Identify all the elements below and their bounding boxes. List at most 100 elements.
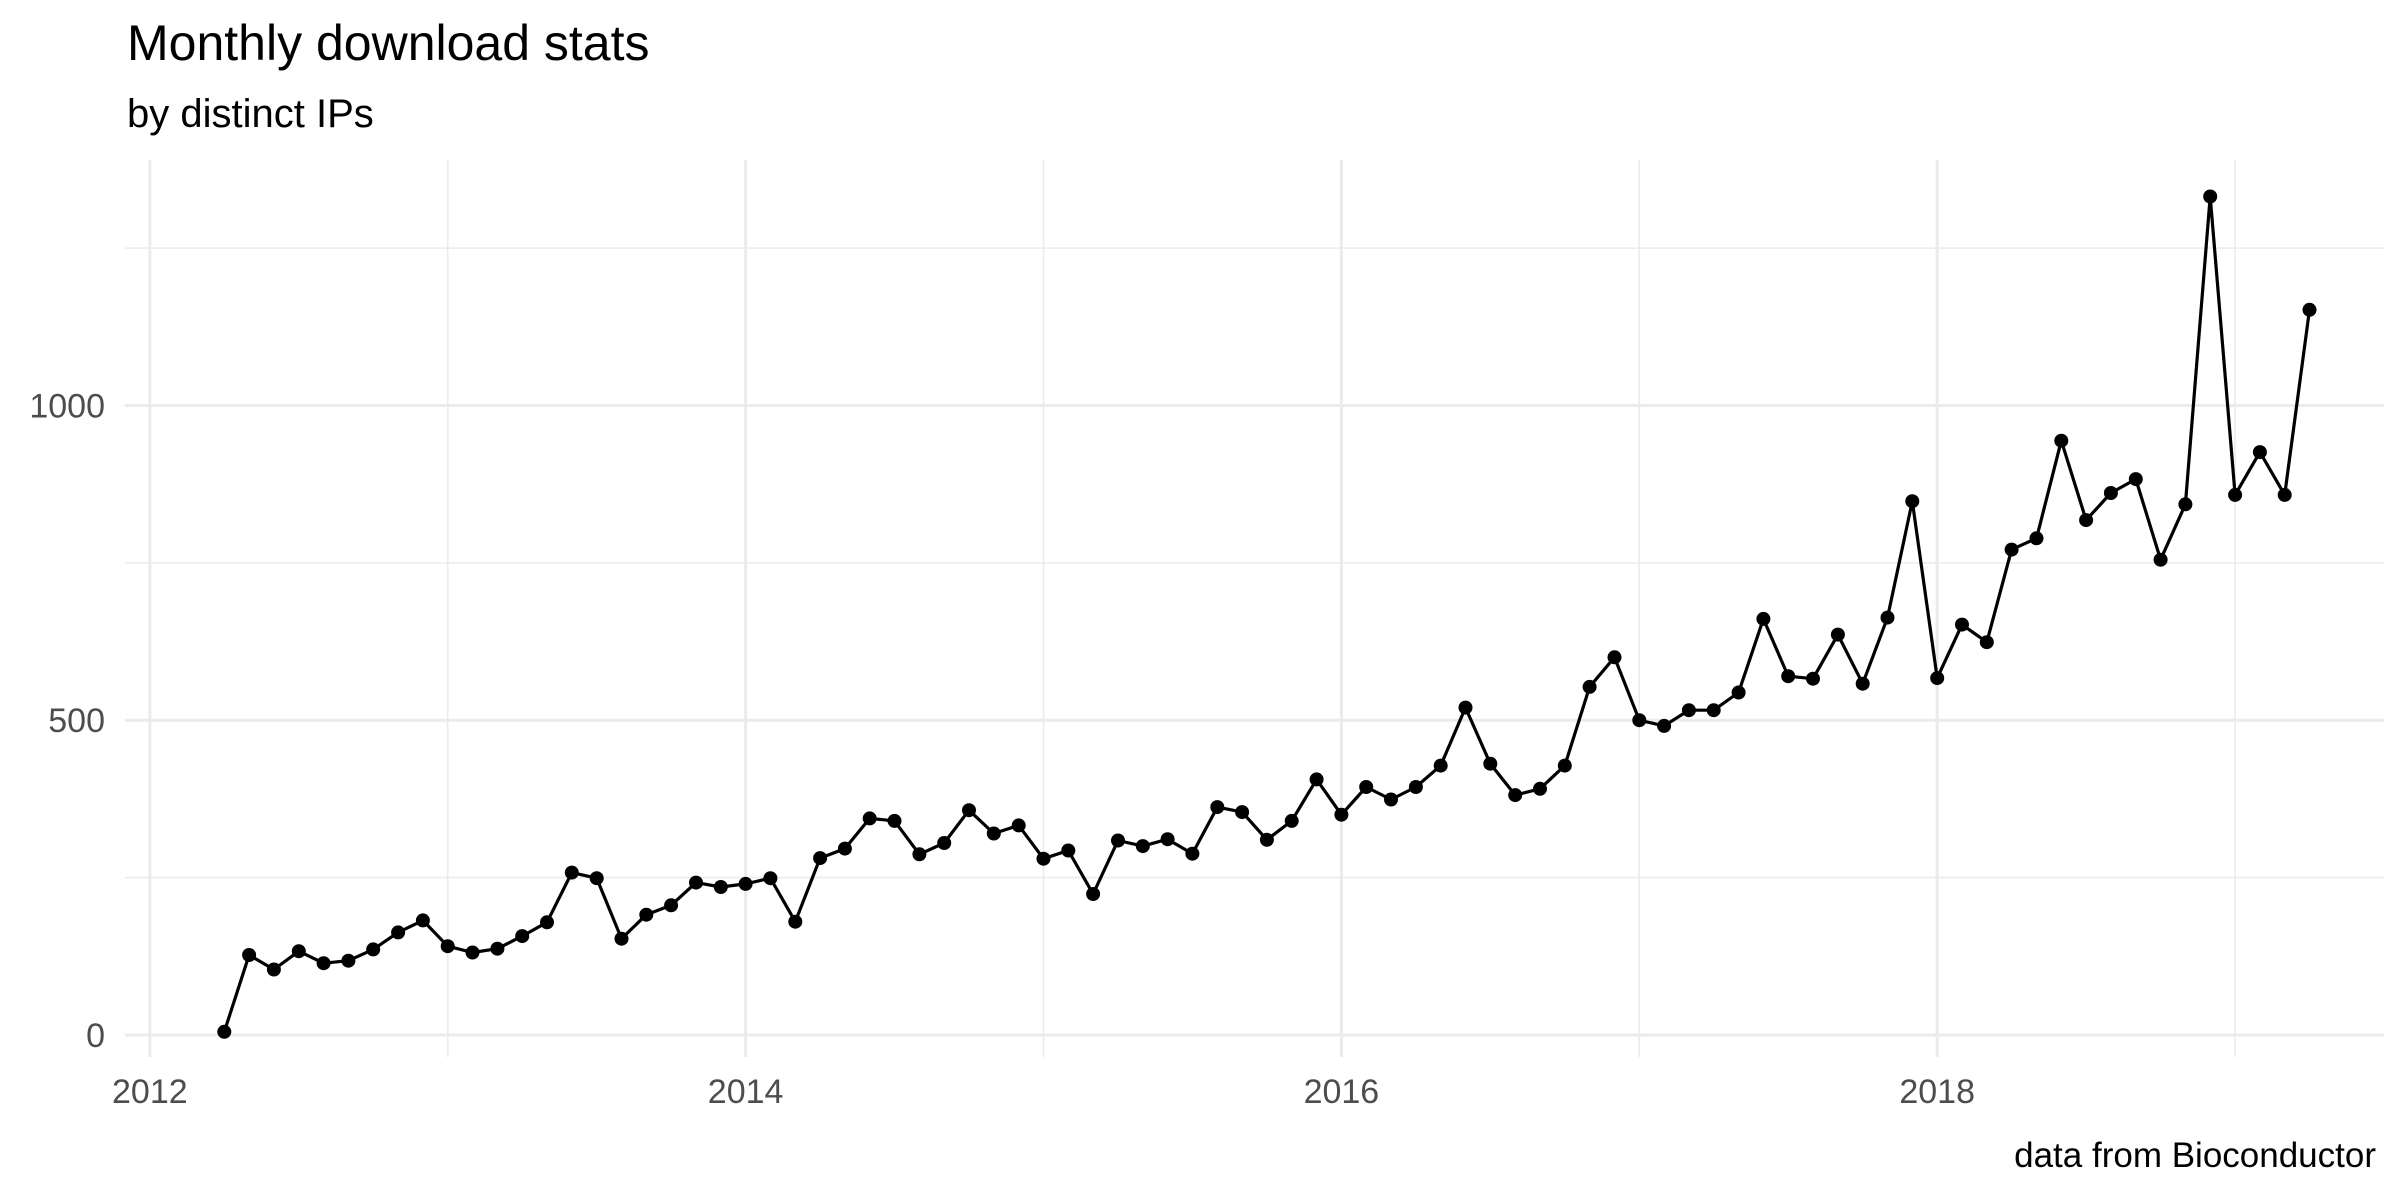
data-point xyxy=(1384,792,1398,807)
y-tick-label: 500 xyxy=(48,702,105,740)
data-point xyxy=(1607,650,1622,665)
data-point xyxy=(1880,610,1895,625)
data-point xyxy=(366,942,381,957)
data-point xyxy=(2103,486,2118,500)
data-point xyxy=(639,907,654,922)
data-point xyxy=(1930,671,1945,686)
data-point xyxy=(465,945,480,960)
chart-title: Monthly download stats xyxy=(127,15,650,71)
data-point xyxy=(540,915,554,930)
data-point xyxy=(862,811,877,826)
data-point xyxy=(2252,445,2267,460)
data-point xyxy=(1334,807,1349,822)
data-point xyxy=(738,876,753,891)
data-point xyxy=(912,847,927,862)
data-point xyxy=(1210,800,1225,815)
data-point xyxy=(1781,669,1796,684)
data-point xyxy=(1433,758,1448,773)
data-point xyxy=(415,913,430,928)
data-point xyxy=(391,925,406,940)
data-point xyxy=(515,929,530,944)
data-point xyxy=(1235,805,1250,820)
data-point xyxy=(1086,887,1101,901)
data-point xyxy=(316,956,331,971)
data-point xyxy=(837,841,852,856)
data-point xyxy=(242,948,257,962)
data-point xyxy=(1955,617,1969,632)
data-point xyxy=(1011,818,1026,833)
data-point xyxy=(813,851,828,866)
data-point xyxy=(788,914,803,929)
data-point xyxy=(1508,788,1523,803)
data-point xyxy=(291,944,306,959)
data-point xyxy=(1681,703,1696,718)
data-point xyxy=(1632,713,1647,728)
data-point xyxy=(1855,676,1870,691)
x-tick-label: 2014 xyxy=(708,1073,784,1111)
data-point xyxy=(1756,611,1771,626)
data-point xyxy=(1061,843,1076,858)
data-point xyxy=(713,880,728,894)
data-point xyxy=(564,865,579,880)
data-point xyxy=(2128,472,2143,487)
chart-caption: data from Bioconductor xyxy=(2014,1136,2376,1175)
data-point xyxy=(689,875,703,890)
data-point xyxy=(1111,833,1125,848)
data-point xyxy=(2178,497,2193,512)
data-layer xyxy=(217,189,2317,1039)
data-point xyxy=(614,931,629,946)
data-point xyxy=(1706,703,1721,718)
data-point xyxy=(986,826,1001,841)
data-point xyxy=(2153,552,2168,567)
data-point xyxy=(217,1024,232,1039)
data-point xyxy=(664,898,679,913)
data-point xyxy=(1582,679,1597,694)
data-point xyxy=(1135,839,1150,854)
data-point xyxy=(2079,513,2094,528)
data-point xyxy=(341,953,356,968)
y-tick-label: 1000 xyxy=(29,387,105,425)
data-point xyxy=(1483,756,1498,771)
data-point xyxy=(490,941,505,956)
data-point xyxy=(1036,851,1051,866)
chart-subtitle: by distinct IPs xyxy=(127,92,374,136)
data-point xyxy=(589,871,604,886)
data-point xyxy=(1533,781,1547,796)
data-point xyxy=(962,803,976,818)
data-point xyxy=(1905,494,1920,509)
data-point xyxy=(1309,772,1324,787)
axis-layer: 0 500 1000 2012 2014 2016 2018 xyxy=(29,387,1975,1111)
x-tick-label: 2012 xyxy=(112,1073,188,1111)
data-point xyxy=(2203,189,2218,204)
data-point xyxy=(1979,635,1994,650)
data-point xyxy=(2054,433,2069,448)
y-tick-label: 0 xyxy=(86,1017,105,1055)
data-point xyxy=(1731,685,1746,700)
data-point xyxy=(1160,832,1175,847)
data-point xyxy=(2302,302,2317,317)
x-tick-label: 2018 xyxy=(1899,1073,1975,1111)
data-point xyxy=(1557,758,1572,773)
grid-layer xyxy=(125,160,2384,1057)
data-point xyxy=(1259,832,1274,847)
data-point xyxy=(1806,671,1820,686)
x-tick-label: 2016 xyxy=(1304,1073,1380,1111)
data-point xyxy=(440,939,455,954)
data-point xyxy=(1458,700,1473,715)
data-point xyxy=(266,962,281,977)
data-point xyxy=(1830,627,1845,642)
data-point xyxy=(763,871,778,886)
data-point xyxy=(2277,487,2292,502)
data-point xyxy=(1657,718,1672,733)
data-point xyxy=(2029,531,2044,546)
data-point xyxy=(2228,487,2243,502)
data-point xyxy=(1185,846,1200,861)
data-point xyxy=(937,836,952,850)
data-point xyxy=(887,813,902,828)
data-point xyxy=(1359,780,1374,794)
data-point xyxy=(1284,813,1299,828)
data-point xyxy=(1408,780,1423,794)
series-line xyxy=(222,194,2312,1033)
